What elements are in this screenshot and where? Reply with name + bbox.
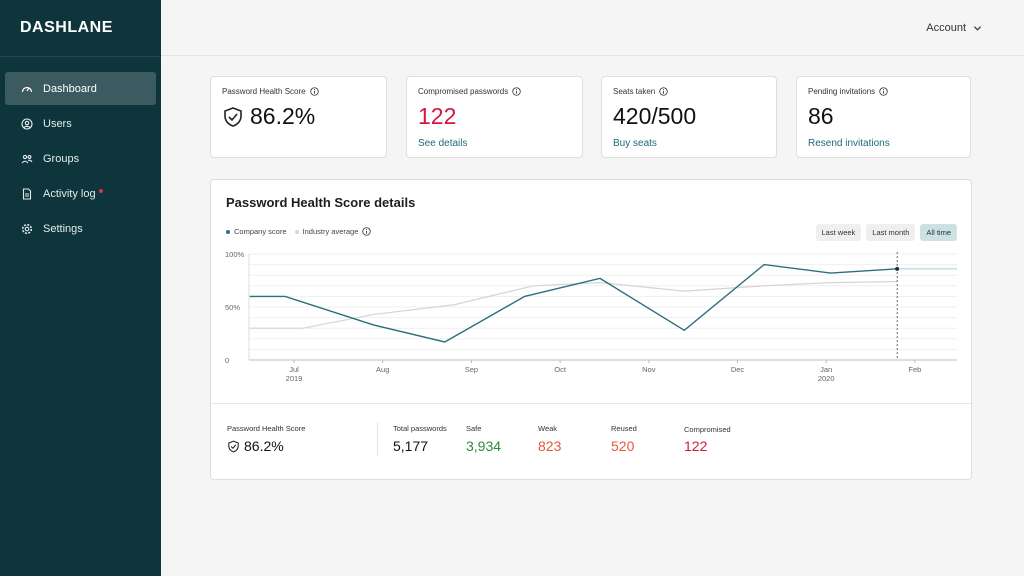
summary-safe-value: 3,934 (466, 438, 502, 454)
sidebar-item-activity-log[interactable]: Activity log (5, 177, 156, 210)
y-tick-label: 100% (225, 250, 245, 259)
gear-icon (21, 223, 33, 235)
shield-check-icon (228, 440, 239, 453)
summary-compromised-value: 122 (684, 438, 708, 454)
summary-divider (377, 422, 378, 456)
compromised-value: 122 (418, 103, 457, 129)
series-company-line (249, 263, 898, 343)
summary-total-label: Total passwords (393, 424, 447, 433)
sidebar-item-label: Settings (43, 222, 83, 235)
x-tick-label: Dec (731, 365, 745, 374)
legend-dot-company (226, 229, 230, 234)
x-tick-label: Oct (554, 365, 567, 374)
sidebar-item-label: Activity log (43, 187, 96, 200)
filter-last-week[interactable]: Last week (815, 224, 862, 241)
see-details-link[interactable]: See details (418, 138, 468, 149)
seats-card: Seats taken 420/500 Buy seats (601, 76, 777, 158)
summary-total-value: 5,177 (393, 438, 429, 454)
invitations-value: 86 (808, 103, 834, 129)
x-tick-label: Jan (820, 365, 832, 374)
panel-title: Password Health Score details (226, 195, 416, 210)
user-icon (21, 117, 33, 130)
group-icon (21, 153, 33, 165)
x-tick-sublabel: 2020 (818, 374, 835, 383)
sidebar-item-dashboard[interactable]: Dashboard (5, 72, 156, 105)
x-tick-label: Nov (642, 365, 656, 374)
document-icon (21, 187, 33, 200)
info-icon[interactable] (309, 87, 319, 96)
current-point (895, 266, 900, 271)
y-tick-label: 50% (225, 303, 240, 312)
time-range-filters: Last week Last month All time (811, 224, 957, 241)
card-label-text: Pending invitations (808, 87, 876, 96)
dashlane-logo[interactable]: DASHLANE (20, 19, 113, 36)
sidebar-item-label: Users (43, 117, 72, 130)
x-tick-label: Sep (465, 365, 478, 374)
chevron-down-icon (973, 25, 982, 31)
sidebar-item-label: Groups (43, 152, 80, 165)
sidebar: DASHLANE Dashboard Users Groups Activity… (0, 0, 161, 576)
info-icon[interactable] (879, 87, 888, 96)
filter-last-month[interactable]: Last month (866, 224, 916, 241)
health-score-card: Password Health Score 86.2% (210, 76, 387, 158)
sidebar-item-groups[interactable]: Groups (5, 142, 156, 175)
x-tick-label: Jul (289, 365, 299, 374)
account-label: Account (926, 22, 966, 34)
info-icon[interactable] (512, 87, 521, 96)
info-icon[interactable] (659, 87, 668, 96)
invitations-card-label: Pending invitations (808, 87, 888, 96)
x-tick-label: Aug (376, 365, 389, 374)
health-score-value: 86.2% (250, 103, 316, 129)
summary-health-label: Password Health Score (227, 424, 306, 433)
legend-company-label: Company score (234, 227, 287, 236)
info-icon[interactable] (362, 227, 372, 236)
buy-seats-link[interactable]: Buy seats (613, 138, 657, 149)
legend-company: Company score (226, 227, 287, 236)
panel-divider (211, 403, 971, 404)
legend-dot-industry (294, 229, 299, 234)
summary-weak-value: 823 (538, 438, 562, 454)
summary-reused-value: 520 (611, 438, 635, 454)
card-label-text: Compromised passwords (418, 87, 509, 96)
shield-check-icon (224, 106, 242, 127)
health-score-value-wrap: 86.2% (222, 103, 315, 130)
resend-invitations-link[interactable]: Resend invitations (808, 138, 890, 149)
card-label-text: Password Health Score (222, 87, 306, 96)
seats-value: 420/500 (613, 103, 697, 129)
summary-health-value-wrap: 86.2% (227, 438, 284, 454)
legend-industry-label: Industry average (302, 227, 359, 236)
account-menu[interactable]: Account (926, 22, 982, 34)
sidebar-nav: Dashboard Users Groups Activity log S (5, 72, 156, 247)
summary-health-value: 86.2% (244, 438, 284, 454)
x-tick-label: Feb (908, 365, 921, 374)
health-score-card-label: Password Health Score (222, 87, 319, 96)
top-bar: Account (161, 0, 1024, 56)
filter-all-time[interactable]: All time (920, 224, 957, 241)
compromised-card-label: Compromised passwords (418, 87, 521, 96)
chart-legend: Company score Industry average (226, 227, 379, 236)
summary-safe-label: Safe (466, 424, 482, 433)
notification-dot (98, 188, 103, 193)
sidebar-divider (0, 56, 161, 57)
legend-industry: Industry average (294, 227, 372, 236)
health-details-panel: Password Health Score details Company sc… (210, 179, 972, 480)
gauge-icon (21, 83, 33, 95)
sidebar-item-settings[interactable]: Settings (5, 212, 156, 245)
summary-weak-label: Weak (538, 424, 558, 433)
x-tick-sublabel: 2019 (286, 374, 303, 383)
summary-compromised-label: Compromised (684, 425, 731, 434)
series-industry-line (249, 280, 898, 329)
y-tick-label: 0 (225, 356, 229, 365)
sidebar-item-label: Dashboard (43, 82, 97, 95)
compromised-card: Compromised passwords 122 See details (406, 76, 583, 158)
invitations-card: Pending invitations 86 Resend invitation… (796, 76, 971, 158)
seats-card-label: Seats taken (613, 87, 668, 96)
sidebar-item-users[interactable]: Users (5, 107, 156, 140)
card-label-text: Seats taken (613, 87, 656, 96)
summary-reused-label: Reused (611, 424, 637, 433)
